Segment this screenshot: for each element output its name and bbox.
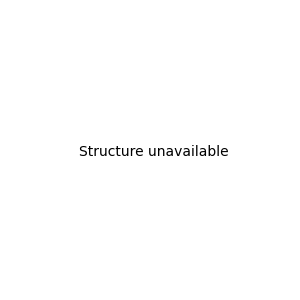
Text: Structure unavailable: Structure unavailable [79,145,229,158]
